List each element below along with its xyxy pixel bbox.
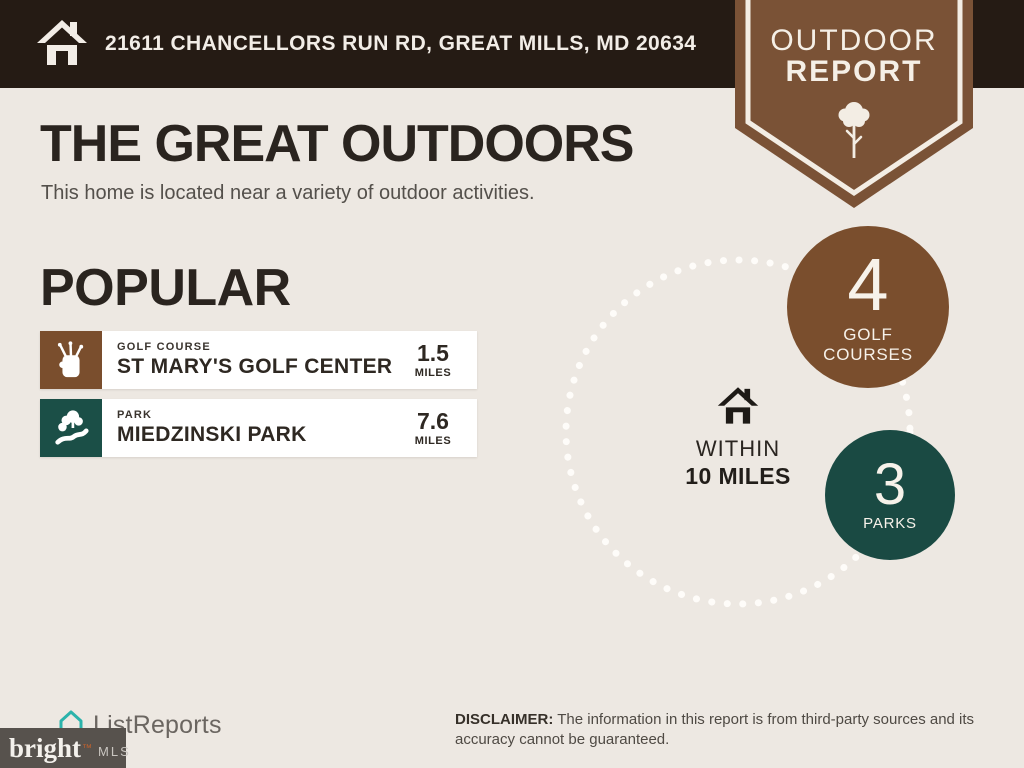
- brightmls-watermark: bright ™ MLS: [0, 728, 129, 768]
- property-address: 21611 CHANCELLORS RUN RD, GREAT MILLS, M…: [105, 32, 697, 55]
- disclaimer: DISCLAIMER: The information in this repo…: [455, 710, 1000, 749]
- within-radius-block: WITHIN 10 MILES: [648, 386, 828, 490]
- place-category: GOLF COURSE: [117, 341, 211, 353]
- stat-label-line1: PARKS: [863, 515, 917, 533]
- stat-label-line2: COURSES: [823, 344, 913, 364]
- disclaimer-text: The information in this report is from t…: [455, 711, 975, 748]
- stat-label: PARKS: [863, 515, 917, 532]
- place-category: PARK: [117, 409, 153, 421]
- parks-stat-circle: 3 PARKS: [825, 430, 955, 560]
- page-title: THE GREAT OUTDOORS: [40, 115, 634, 173]
- stat-label-line1: GOLF: [843, 325, 893, 345]
- house-icon: [36, 19, 88, 70]
- within-label: WITHIN: [695, 436, 781, 461]
- ribbon-title: OUTDOOR REPORT: [735, 24, 973, 88]
- place-distance: 7.6 MILES: [397, 399, 477, 457]
- place-name: MIEDZINSKI PARK: [117, 423, 307, 446]
- stat-label: GOLF COURSES: [823, 325, 913, 364]
- distance-unit: MILES: [414, 366, 452, 379]
- watermark-mls: MLS: [98, 744, 131, 759]
- radius-dotted-circle: [562, 256, 914, 608]
- place-info: PARK MIEDZINSKI PARK: [102, 399, 397, 457]
- place-card-park: PARK MIEDZINSKI PARK 7.6 MILES: [40, 399, 477, 457]
- disclaimer-label: DISCLAIMER:: [455, 711, 554, 728]
- ribbon-title-line1: OUTDOOR: [770, 24, 938, 57]
- popular-places-list: GOLF COURSE ST MARY'S GOLF CENTER 1.5 MI…: [40, 331, 477, 457]
- tree-icon: [832, 98, 876, 169]
- within-distance: 10 MILES: [685, 463, 791, 489]
- park-trees-icon: [40, 399, 102, 457]
- watermark-brand: bright: [9, 732, 82, 763]
- distance-unit: MILES: [414, 434, 452, 447]
- distance-value: 7.6: [417, 407, 449, 434]
- page-subtitle: This home is located near a variety of o…: [41, 182, 535, 204]
- golf-bag-icon: [40, 331, 102, 389]
- golf-courses-stat-circle: 4 GOLF COURSES: [787, 226, 949, 388]
- stat-count: 4: [847, 242, 889, 326]
- outdoor-report-ribbon: OUTDOOR REPORT: [735, 0, 973, 212]
- stat-count: 3: [873, 452, 907, 518]
- place-distance: 1.5 MILES: [397, 331, 477, 389]
- ribbon-title-line2: REPORT: [785, 54, 923, 88]
- within-house-icon: [717, 387, 759, 428]
- distance-value: 1.5: [417, 339, 449, 366]
- place-info: GOLF COURSE ST MARY'S GOLF CENTER: [102, 331, 397, 389]
- section-heading-popular: POPULAR: [40, 259, 291, 317]
- place-name: ST MARY'S GOLF CENTER: [117, 355, 393, 378]
- place-card-golf-course: GOLF COURSE ST MARY'S GOLF CENTER 1.5 MI…: [40, 331, 477, 389]
- watermark-tm-mark: ™: [82, 742, 93, 754]
